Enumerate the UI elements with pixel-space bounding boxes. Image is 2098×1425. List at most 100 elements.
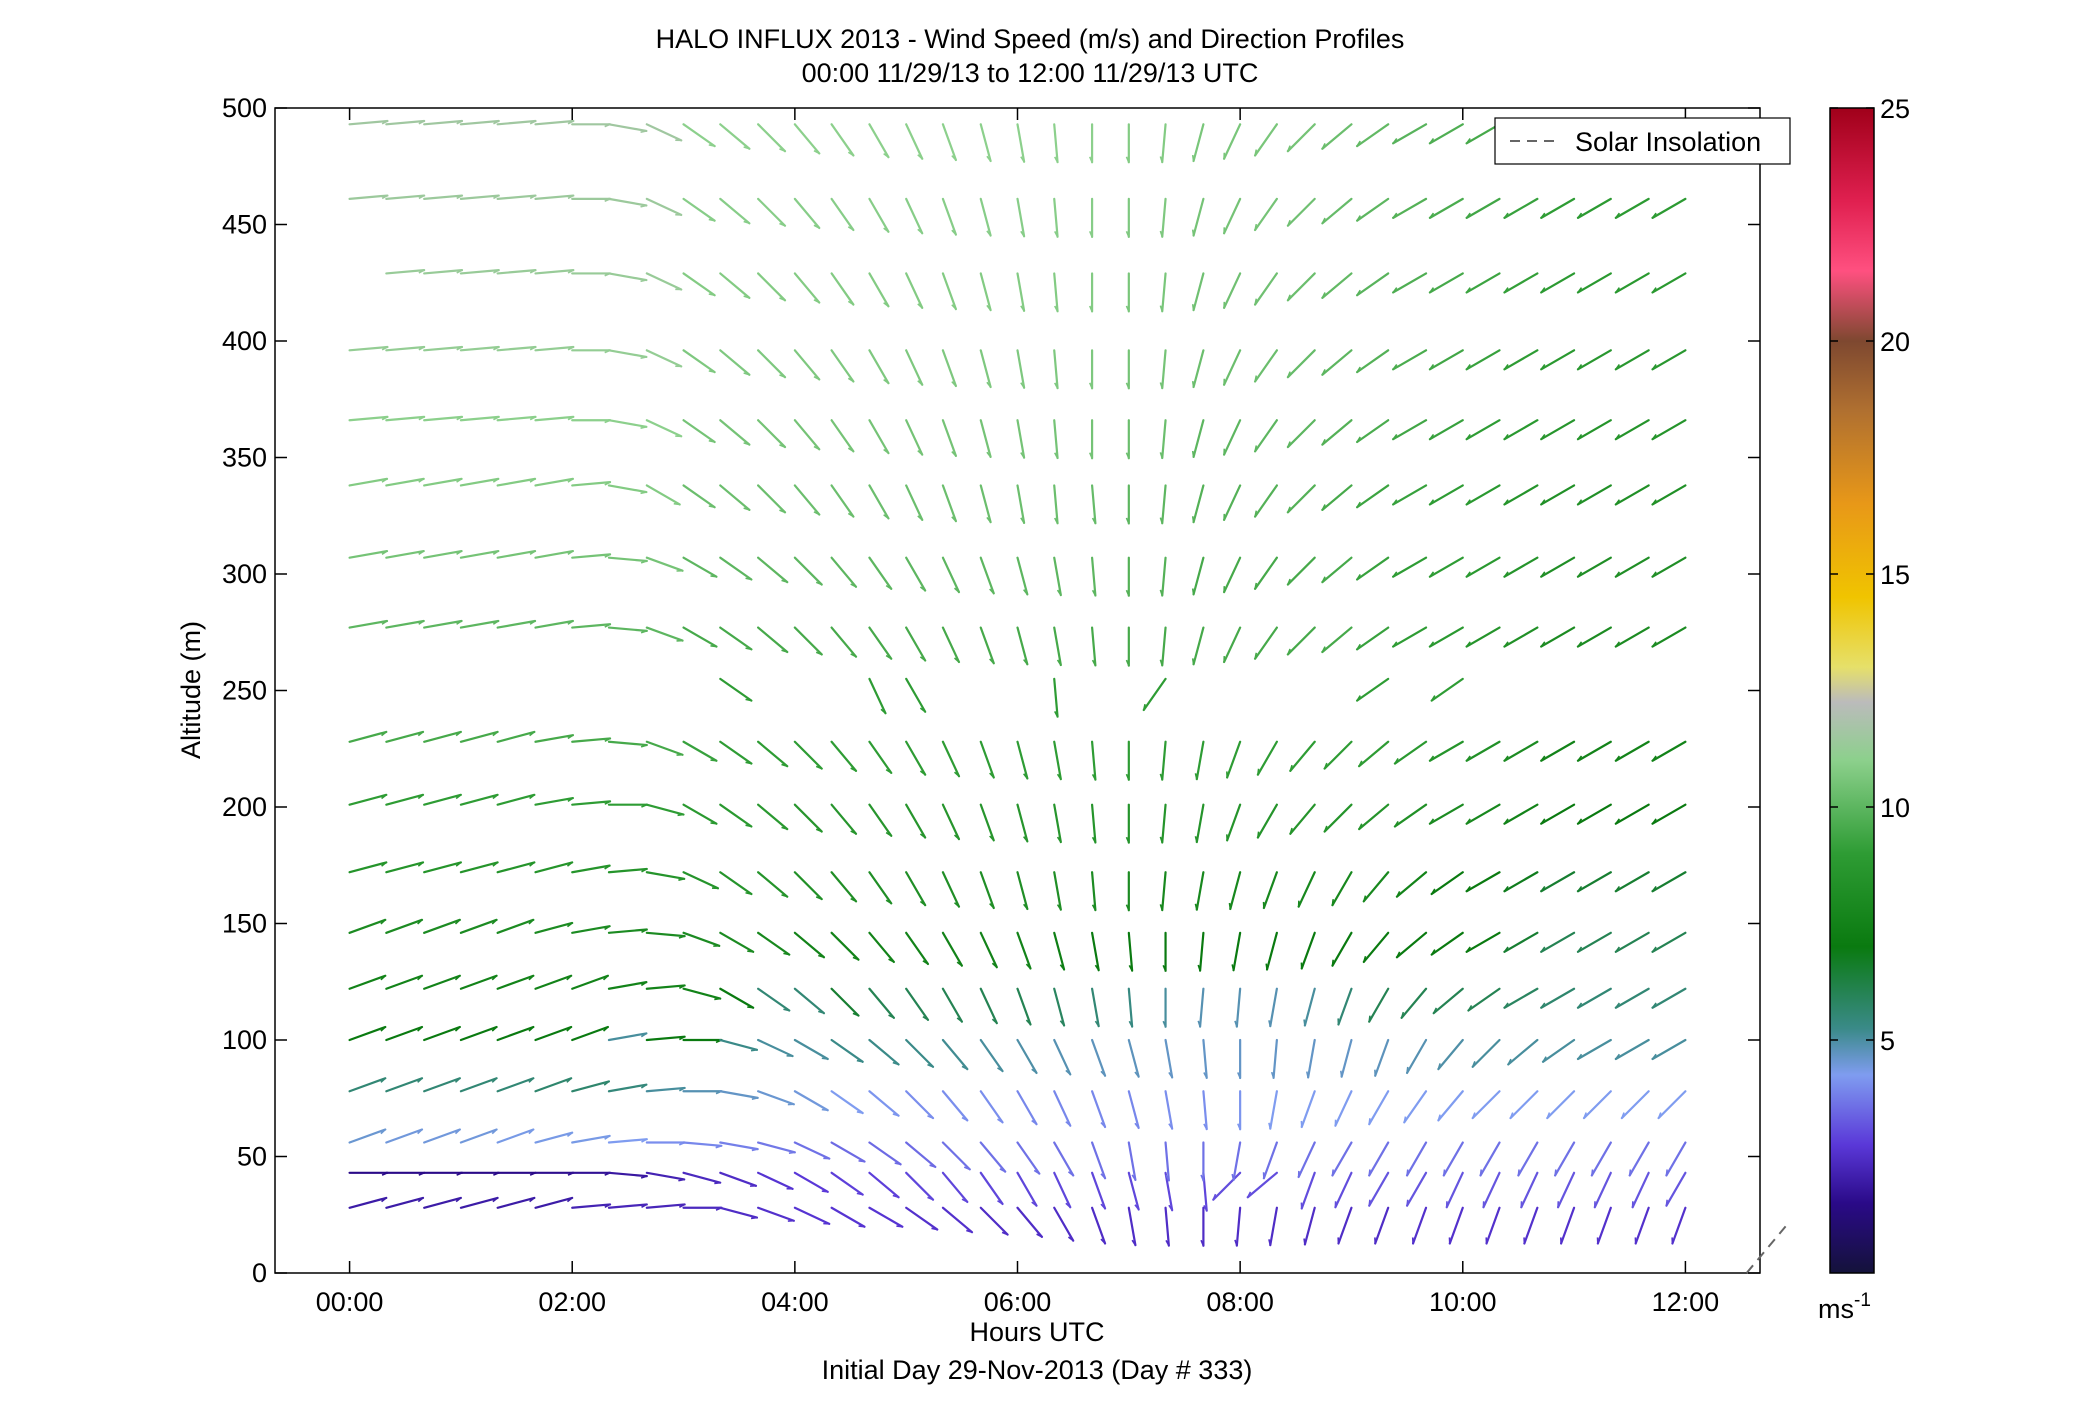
wind-arrow-shaft xyxy=(682,1141,723,1147)
wind-arrow xyxy=(1503,272,1539,294)
wind-arrow-head xyxy=(781,763,788,767)
wind-arrow xyxy=(459,918,498,934)
wind-arrow xyxy=(1614,197,1650,219)
wind-arrow-shaft xyxy=(385,1077,424,1093)
wind-arrow xyxy=(348,415,389,422)
wind-arrow xyxy=(941,556,961,594)
wind-arrow-shaft xyxy=(1164,1141,1170,1182)
wind-arrow-head xyxy=(1577,212,1583,219)
wind-arrow xyxy=(1517,1141,1539,1177)
wind-arrow-shaft xyxy=(534,415,575,422)
wind-arrow-head xyxy=(604,737,611,742)
wind-arrow-shaft xyxy=(1161,197,1167,238)
wind-arrow-shaft xyxy=(645,740,684,756)
wind-arrow-shaft xyxy=(571,974,610,990)
wind-arrow xyxy=(645,272,683,291)
wind-arrow-head xyxy=(1056,589,1062,596)
wind-arrow-head xyxy=(1025,1019,1032,1025)
wind-arrow xyxy=(1297,1141,1316,1179)
wind-arrow-head xyxy=(745,824,752,828)
wind-arrow-head xyxy=(456,346,463,351)
wind-arrow xyxy=(1053,272,1059,313)
wind-arrow xyxy=(1671,1206,1687,1245)
wind-arrow-head xyxy=(455,794,462,800)
wind-arrow-head xyxy=(1159,452,1164,459)
wind-arrow-shaft xyxy=(1437,1038,1464,1071)
wind-arrow xyxy=(1222,626,1242,664)
wind-arrow-head xyxy=(1651,364,1657,370)
wind-arrow xyxy=(607,1032,648,1042)
wind-arrow-shaft xyxy=(1331,931,1353,967)
wind-arrow-head xyxy=(743,507,750,511)
wind-arrow xyxy=(905,931,930,966)
wind-arrow-shaft xyxy=(941,123,958,162)
wind-arrow xyxy=(385,861,425,874)
wind-arrow-shaft xyxy=(496,119,537,126)
wind-arrow xyxy=(1428,626,1464,648)
wind-arrow-head xyxy=(852,956,859,961)
wind-arrow-head xyxy=(529,194,536,200)
wind-arrow xyxy=(423,1077,461,1093)
wind-arrow-shaft xyxy=(423,1025,461,1042)
wind-arrow-head xyxy=(715,1145,722,1149)
wind-arrow xyxy=(1503,556,1539,578)
wind-arrow xyxy=(645,984,686,990)
wind-arrow-shaft xyxy=(645,123,683,142)
wind-arrow xyxy=(1614,803,1650,825)
wind-arrow-head xyxy=(1651,433,1657,440)
wind-arrow-shaft xyxy=(1657,1090,1687,1120)
wind-arrow-head xyxy=(850,767,857,772)
wind-arrow-shaft xyxy=(941,740,961,778)
wind-arrow xyxy=(348,730,388,743)
wind-arrow xyxy=(496,1025,535,1042)
wind-arrow-shaft xyxy=(1016,419,1026,459)
wind-arrow-head xyxy=(783,1008,790,1012)
wind-arrow xyxy=(1191,349,1205,389)
wind-arrow-shaft xyxy=(830,484,855,518)
wind-arrow-shaft xyxy=(830,1090,864,1115)
wind-arrow xyxy=(757,871,789,898)
wind-arrow-head xyxy=(492,550,499,556)
wind-arrow-shaft xyxy=(645,1086,686,1093)
wind-arrow-head xyxy=(673,502,680,506)
wind-arrow-head xyxy=(989,658,995,664)
wind-arrow-head xyxy=(381,194,388,200)
wind-arrow xyxy=(1540,626,1576,648)
wind-arrow-shaft xyxy=(496,918,535,934)
wind-arrow xyxy=(905,871,927,907)
wind-arrow xyxy=(1127,987,1134,1028)
wind-arrow-shaft xyxy=(1016,1038,1038,1075)
wind-arrow-shaft xyxy=(534,1131,574,1144)
wind-arrow xyxy=(385,194,426,200)
wind-arrow-head xyxy=(1303,1238,1306,1245)
wind-arrow-shaft xyxy=(534,796,575,806)
wind-arrow-shaft xyxy=(1479,1141,1501,1177)
wind-arrow-shaft xyxy=(1016,349,1026,389)
wind-arrow-shaft xyxy=(1614,803,1650,825)
wind-arrow xyxy=(979,419,992,459)
wind-arrow xyxy=(757,419,787,449)
wind-arrow-shaft xyxy=(385,549,425,559)
wind-arrow xyxy=(757,197,787,227)
wind-arrow xyxy=(979,197,992,237)
wind-arrow xyxy=(868,740,893,774)
wind-arrow-shaft xyxy=(793,123,821,155)
wind-arrow-shaft xyxy=(1651,484,1687,506)
wind-arrow-shaft xyxy=(1053,1141,1075,1177)
wind-arrow-head xyxy=(917,154,923,160)
wind-arrow xyxy=(979,1141,1007,1173)
wind-arrow-head xyxy=(1191,516,1195,523)
wind-arrow-shaft xyxy=(941,1090,969,1122)
wind-arrow xyxy=(1142,677,1167,712)
wind-arrow-shaft xyxy=(1289,803,1316,835)
wind-arrow-shaft xyxy=(607,556,648,563)
wind-arrow-shaft xyxy=(496,415,537,422)
wind-arrow xyxy=(757,626,789,654)
wind-arrow-shaft xyxy=(645,197,683,217)
wind-arrow xyxy=(1159,272,1167,313)
wind-arrow-head xyxy=(380,1077,386,1083)
wind-arrow xyxy=(1576,931,1612,953)
wind-arrow xyxy=(1164,1090,1174,1130)
wind-arrow-head xyxy=(1125,231,1130,238)
wind-arrow-shaft xyxy=(1651,1038,1687,1061)
